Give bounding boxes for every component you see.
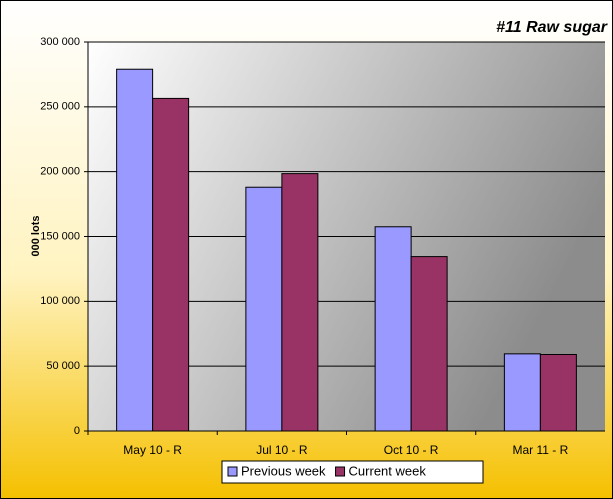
bar <box>116 68 154 432</box>
bar <box>539 353 577 432</box>
legend-box <box>221 460 484 484</box>
legend-label: Current week <box>349 463 427 478</box>
x-tick-label: Jul 10 - R <box>256 443 308 457</box>
y-tick-label: 0 <box>74 425 80 437</box>
bar <box>245 186 283 432</box>
bar <box>374 226 412 432</box>
y-tick-label: 300 000 <box>40 36 80 48</box>
legend-swatch <box>335 466 346 477</box>
y-tick-label: 200 000 <box>40 166 80 178</box>
y-tick-label: 100 000 <box>40 295 80 307</box>
y-tick-label: 50 000 <box>46 360 80 372</box>
x-tick-label: May 10 - R <box>123 443 182 457</box>
bar <box>152 97 190 432</box>
bar <box>410 256 448 432</box>
bar <box>503 353 541 432</box>
y-tick-label: 150 000 <box>40 230 80 242</box>
x-tick-label: Oct 10 - R <box>384 443 439 457</box>
y-axis-label: 000 lots <box>30 216 42 257</box>
bar <box>281 173 319 432</box>
x-tick-label: Mar 11 - R <box>512 443 568 457</box>
legend-swatch <box>227 466 238 477</box>
chart-title: #11 Raw sugar <box>496 19 608 36</box>
legend-label: Previous week <box>241 463 326 478</box>
y-tick-label: 250 000 <box>40 101 80 113</box>
